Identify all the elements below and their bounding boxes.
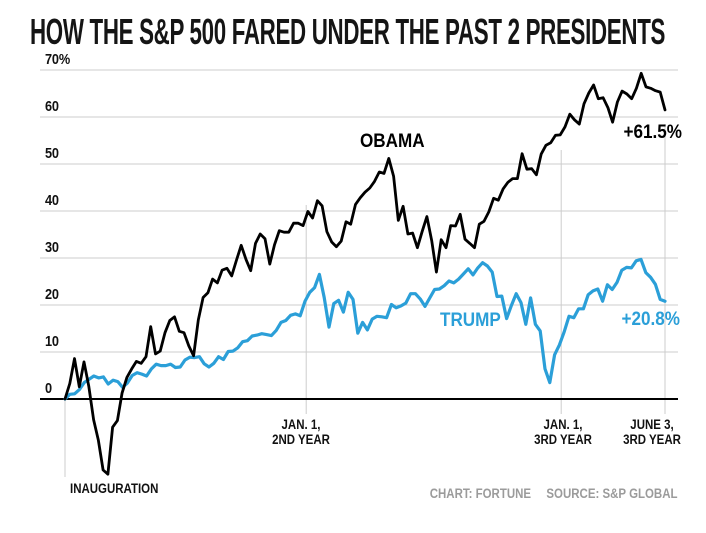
y-axis-label-20: 20: [45, 286, 59, 303]
series-line-obama: [63, 71, 667, 476]
x-axis-label-inauguration: INAUGURATION: [70, 481, 159, 496]
y-axis-label-70: 70%: [45, 51, 71, 68]
trump-series-label: TRUMP: [440, 310, 501, 331]
y-axis-label-0: 0: [45, 380, 52, 397]
trump-end-value-label: +20.8%: [621, 309, 680, 330]
obama-series-label: OBAMA: [360, 131, 425, 152]
chart-credits: CHART: FORTUNE SOURCE: S&P GLOBAL: [430, 486, 678, 501]
credit-chart-fortune: CHART: FORTUNE: [430, 486, 532, 501]
x-tick-line: JUNE 3,: [630, 417, 674, 432]
x-axis-label-jan1-3rd-year: JAN. 1, 3RD YEAR: [504, 417, 623, 447]
credit-source-sp-global: SOURCE: S&P GLOBAL: [546, 486, 678, 501]
series-line-trump: [63, 257, 667, 401]
y-axis-label-40: 40: [45, 192, 59, 209]
x-axis-label-june3-3rd-year: JUNE 3, 3RD YEAR: [593, 417, 706, 447]
chart-title: HOW THE S&P 500 FARED UNDER THE PAST 2 P…: [30, 11, 666, 52]
x-axis-label-jan1-2nd-year: JAN. 1, 2ND YEAR: [242, 417, 361, 447]
x-tick-line: JAN. 1,: [281, 417, 321, 432]
y-axis-label-10: 10: [45, 333, 59, 350]
obama-end-value-label: +61.5%: [623, 122, 682, 143]
x-tick-line: 3RD YEAR: [623, 432, 681, 447]
y-axis-label-60: 60: [45, 98, 59, 115]
y-axis-label-30: 30: [45, 239, 59, 256]
x-tick-line: JAN. 1,: [543, 417, 583, 432]
x-tick-line: 2ND YEAR: [272, 432, 330, 447]
x-tick-line: 3RD YEAR: [534, 432, 592, 447]
y-axis-label-50: 50: [45, 145, 59, 162]
